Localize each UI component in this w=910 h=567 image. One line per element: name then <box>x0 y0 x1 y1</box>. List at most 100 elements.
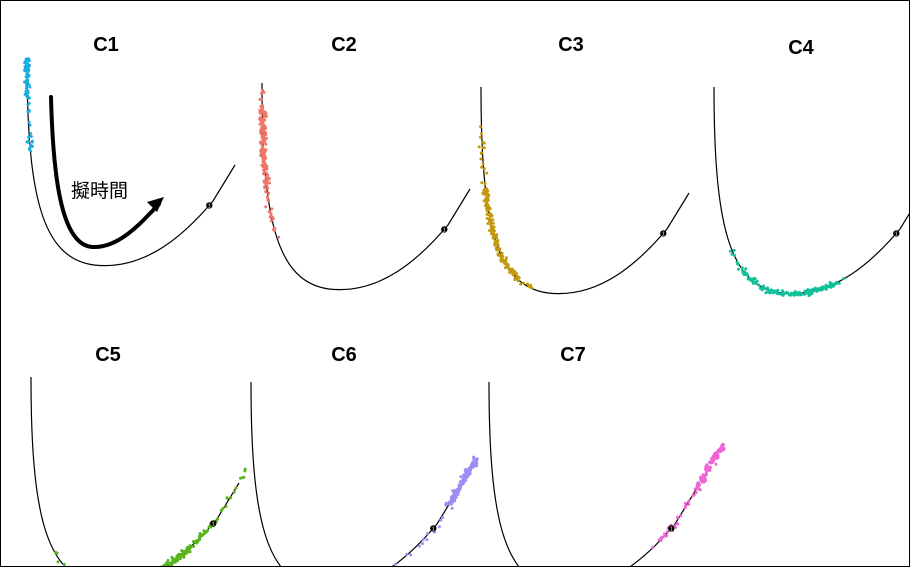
cell-point <box>24 66 28 70</box>
cell-point <box>788 293 791 297</box>
panel-title-c5: C5 <box>95 344 121 366</box>
cell-points <box>23 57 34 153</box>
cell-point <box>706 466 710 470</box>
cell-point <box>260 133 264 137</box>
cell-point <box>528 283 532 287</box>
cell-point <box>505 263 508 267</box>
cell-point <box>488 218 491 221</box>
cell-point <box>29 149 33 153</box>
cell-point <box>258 117 262 121</box>
cell-point <box>262 123 265 127</box>
cell-point <box>496 252 500 256</box>
cell-point <box>837 281 841 285</box>
cell-point <box>492 229 496 233</box>
cell-point <box>485 212 489 216</box>
cell-point <box>496 239 500 243</box>
cell-point <box>742 270 746 274</box>
cell-point <box>409 553 413 557</box>
cell-point <box>676 515 679 519</box>
trajectory-curve <box>30 376 240 566</box>
cell-point <box>28 64 31 67</box>
cell-point <box>421 538 425 542</box>
cell-point <box>451 497 455 501</box>
cell-point <box>260 120 264 124</box>
cell-point <box>447 502 451 506</box>
cell-point <box>260 109 264 113</box>
cell-point <box>744 267 748 271</box>
cell-point <box>198 532 202 535</box>
cell-point <box>224 505 228 508</box>
cell-point <box>485 209 489 213</box>
milestone-marker <box>210 520 217 527</box>
cell-point <box>486 196 490 200</box>
cell-point <box>260 91 263 95</box>
cell-point <box>684 501 687 505</box>
cell-point <box>495 241 499 245</box>
trajectory-curve <box>488 381 698 566</box>
cell-point <box>694 491 698 494</box>
cell-point <box>482 188 486 191</box>
cell-point <box>665 530 669 534</box>
cell-point <box>186 545 190 549</box>
cell-point <box>502 259 506 263</box>
cell-point <box>264 115 268 118</box>
cell-point <box>277 235 281 239</box>
cell-point <box>24 93 28 97</box>
cell-point <box>768 291 772 295</box>
cell-point <box>488 206 492 210</box>
cell-point <box>795 292 799 296</box>
cell-point <box>28 146 32 150</box>
cell-point <box>29 143 33 147</box>
cell-point <box>481 162 485 166</box>
cell-point <box>486 199 490 202</box>
milestone-label: 1 <box>208 203 211 209</box>
cell-point <box>25 84 28 88</box>
cell-point <box>829 283 833 287</box>
cell-point <box>477 145 481 149</box>
cell-point <box>452 489 456 493</box>
cell-point <box>692 493 696 497</box>
cell-point <box>751 281 755 285</box>
cell-point <box>482 167 486 171</box>
cell-point <box>842 277 846 281</box>
cell-point <box>769 288 773 292</box>
cell-point <box>267 191 270 195</box>
pseudotime-label: 擬時間 <box>71 180 128 202</box>
cell-point <box>747 277 751 281</box>
cell-point <box>771 291 775 295</box>
cell-point <box>441 516 444 519</box>
cell-point <box>268 210 272 214</box>
cell-point <box>489 225 493 229</box>
cell-point <box>663 534 667 538</box>
cell-point <box>740 266 744 270</box>
cell-point <box>785 290 789 294</box>
cell-point <box>491 236 495 240</box>
cell-point <box>405 552 409 556</box>
cell-point <box>28 85 32 89</box>
cell-point <box>701 475 705 479</box>
cell-point <box>490 230 494 234</box>
cell-point <box>225 496 229 500</box>
cell-point <box>25 81 29 85</box>
cell-point <box>172 557 176 561</box>
panel-c7: 1 <box>488 381 726 566</box>
cell-point <box>486 222 490 225</box>
cell-point <box>676 522 680 526</box>
cell-point <box>166 564 170 566</box>
cell-point <box>263 179 266 183</box>
cell-point <box>704 471 708 475</box>
cell-point <box>269 219 273 223</box>
cell-point <box>164 563 168 566</box>
cell-point <box>216 517 220 521</box>
panel-c1: 1 <box>23 57 236 267</box>
panel-c5: 1 <box>30 376 247 566</box>
pseudotime-arrow <box>49 95 161 250</box>
trajectory-curve <box>261 82 471 291</box>
cell-point <box>260 105 264 109</box>
cell-point <box>198 537 202 540</box>
cell-point <box>803 292 806 296</box>
cell-point <box>183 552 187 556</box>
cell-point <box>504 256 508 260</box>
cell-point <box>270 207 274 211</box>
